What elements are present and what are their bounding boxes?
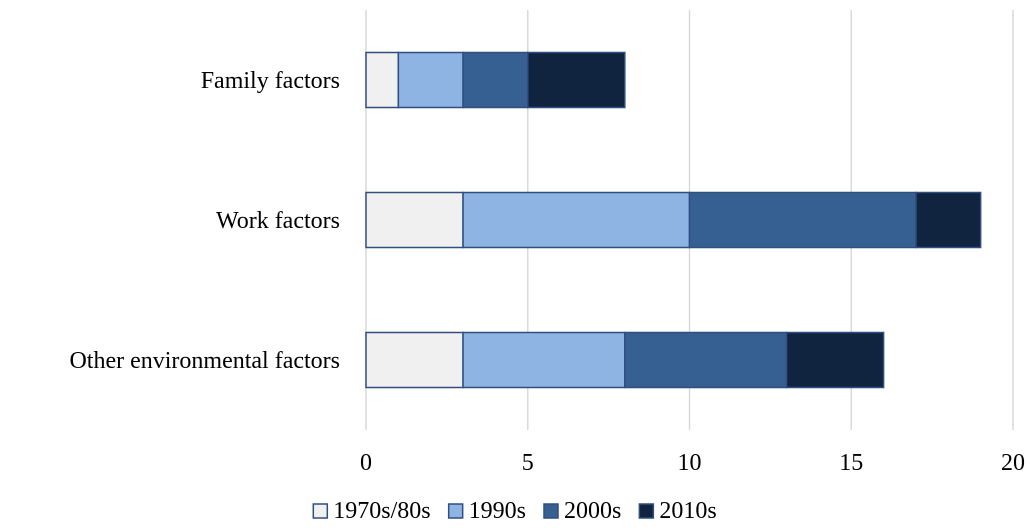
legend-label-1: 1990s <box>469 498 526 524</box>
legend-swatch-1 <box>447 503 464 519</box>
legend-label-2: 2000s <box>564 498 621 524</box>
category-label-2: Other environmental factors <box>69 348 340 374</box>
bar-0-3 <box>527 51 626 109</box>
legend-swatch-0 <box>312 503 329 519</box>
category-label-1: Work factors <box>216 208 340 234</box>
legend-swatch-2 <box>543 503 559 519</box>
x-tick-label-1: 5 <box>522 450 534 476</box>
x-tick-label-0: 0 <box>360 450 372 476</box>
bar-1-3 <box>915 191 982 249</box>
bar-1-1 <box>462 191 691 249</box>
legend-item-0: 1970s/80s <box>312 498 431 524</box>
x-tick-label-2: 10 <box>678 450 702 476</box>
x-tick-labels: 0 5 10 15 20 <box>360 450 1025 476</box>
bar-2-2 <box>624 331 788 389</box>
legend-label-3: 2010s <box>659 498 716 524</box>
bar-0-1 <box>397 51 464 109</box>
bar-0-2 <box>462 51 529 109</box>
category-labels: Family factors Work factors Other environm… <box>69 68 340 374</box>
bar-2-0 <box>365 331 464 389</box>
legend-item-2: 2000s <box>543 498 621 524</box>
bars <box>365 51 982 389</box>
legend-swatch-3 <box>638 503 655 519</box>
x-tick-label-3: 15 <box>839 450 863 476</box>
legend-item-3: 2010s <box>638 498 717 524</box>
legend-item-1: 1990s <box>447 498 526 524</box>
bar-2-3 <box>785 331 885 389</box>
x-tick-label-4: 20 <box>1001 450 1025 476</box>
bar-1-2 <box>688 191 917 249</box>
bar-2-1 <box>462 331 626 389</box>
legend-label-0: 1970s/80s <box>333 498 430 524</box>
legend: 1970s/80s 1990s 2000s 2010s <box>312 498 717 524</box>
bar-1-0 <box>365 191 464 249</box>
category-label-0: Family factors <box>201 68 340 94</box>
bar-0-0 <box>365 51 400 109</box>
